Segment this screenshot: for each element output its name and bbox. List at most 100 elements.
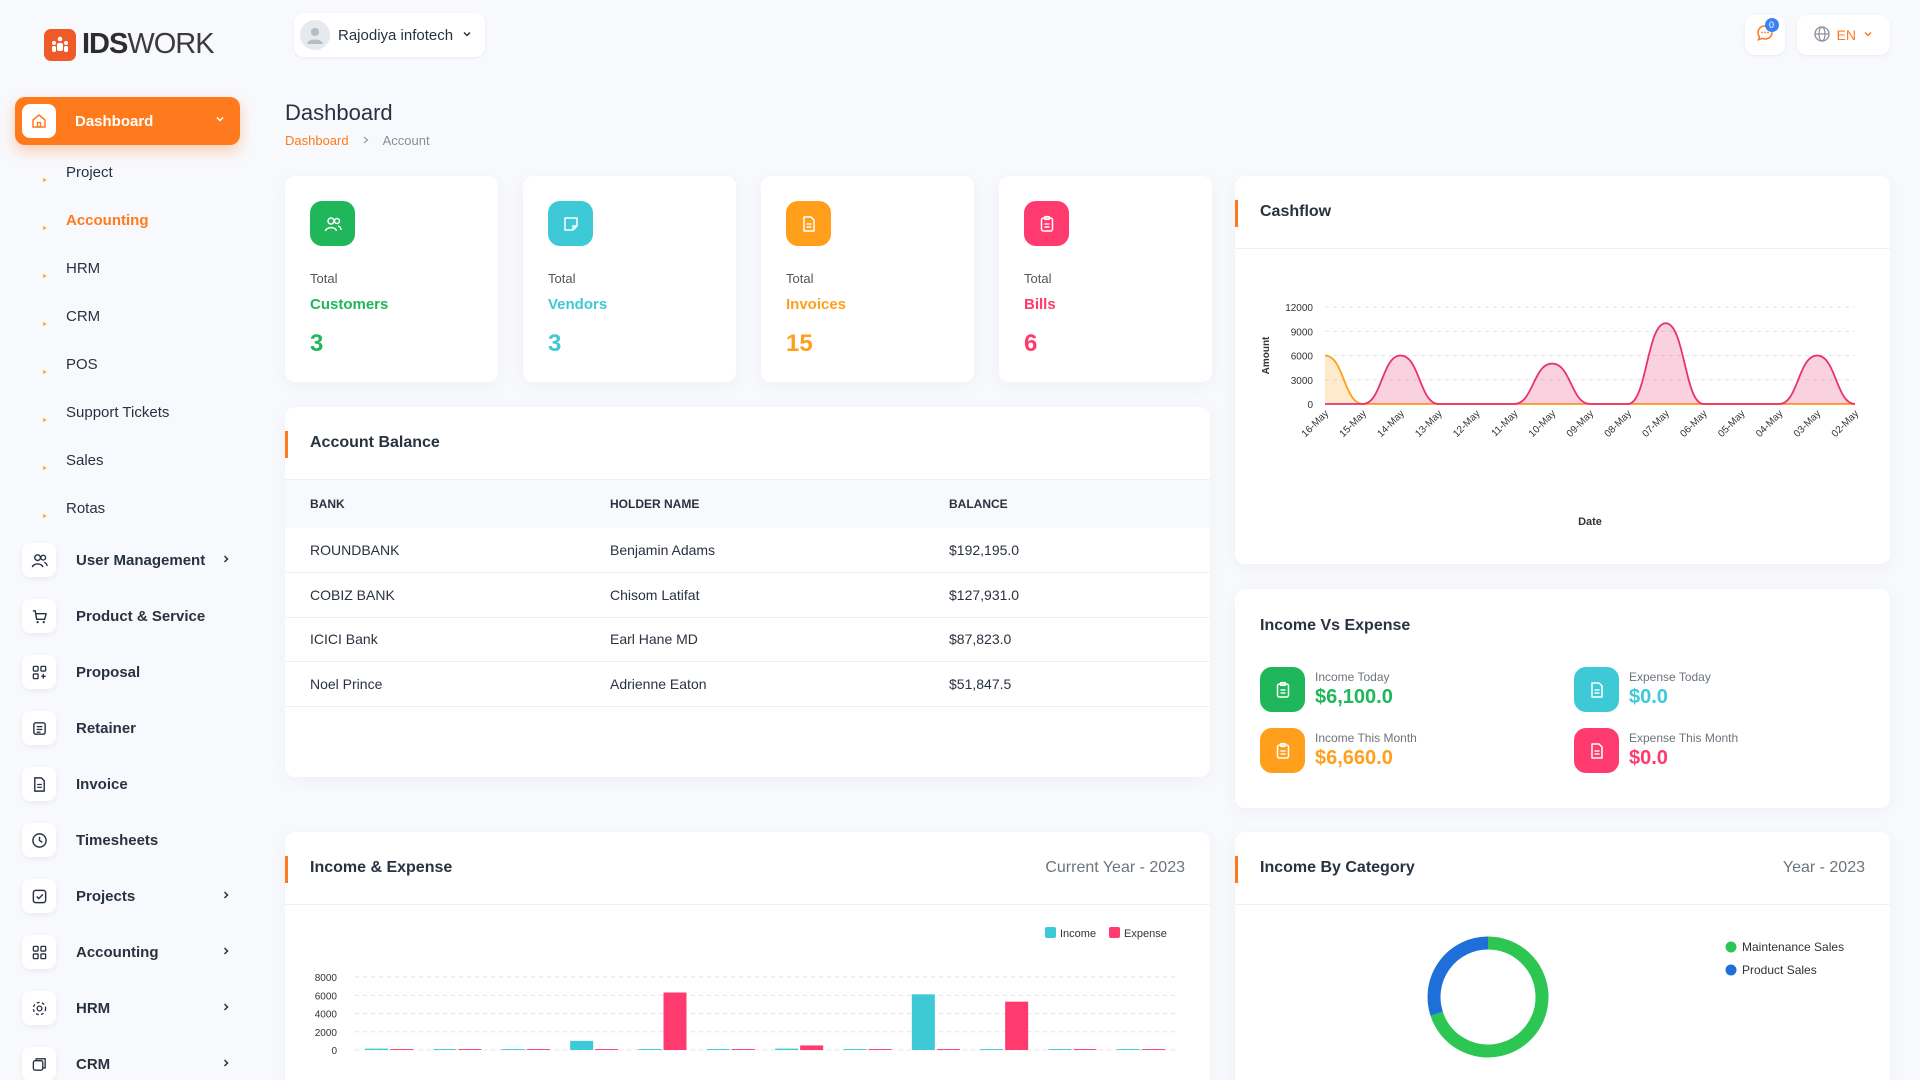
sidebar-item-label: Product & Service [76,607,206,625]
sidebar-item-timesheets[interactable]: Timesheets [22,823,232,857]
sidebar-item-label: Accounting [76,943,159,961]
sidebar-item-accounting[interactable]: Accounting [22,935,232,969]
legend-label[interactable]: Maintenance Sales [1742,940,1844,954]
bar-expense[interactable] [800,1045,824,1050]
column-header[interactable]: BANK [310,497,345,511]
bar-expense[interactable] [663,992,687,1050]
account-balance-card: Account Balance BANK HOLDER NAME BALANCE… [285,407,1210,777]
table-cell: Adrienne Eaton [585,661,924,707]
sidebar-item-label: Proposal [76,663,141,681]
bullet-icon [42,506,48,518]
bar-expense[interactable] [595,1049,619,1050]
sidebar-item-proposal[interactable]: Proposal [22,655,232,689]
y-tick-label: 8000 [315,973,338,984]
bar-income[interactable] [843,1049,867,1050]
sidebar-subitem-pos[interactable]: POS [42,356,98,374]
bar-expense[interactable] [458,1049,482,1050]
stat-card-bills[interactable]: Total Bills 6 [999,176,1212,382]
bullet-icon [42,218,48,230]
bar-expense[interactable] [526,1049,550,1050]
stat-name: Invoices [786,296,847,313]
bar-expense[interactable] [1141,1049,1165,1050]
legend-label[interactable]: Product Sales [1742,963,1817,977]
bar-income[interactable] [570,1040,594,1050]
card-title: Cashflow [1260,203,1332,220]
bar-expense[interactable] [1073,1049,1097,1050]
sidebar-subitem-accounting[interactable]: Accounting [42,212,149,230]
bar-expense[interactable] [936,1049,960,1050]
sidebar-item-retainer[interactable]: Retainer [22,711,232,745]
bar-expense[interactable] [390,1049,414,1050]
summary-label: Income Today [1315,670,1390,684]
sidebar-subitem-hrm[interactable]: HRM [42,260,100,278]
bar-income[interactable] [1048,1049,1072,1050]
chevron-down-icon [1862,27,1874,43]
breadcrumb-link-dashboard[interactable]: Dashboard [285,133,349,148]
user-name: Rajodiya infotech [338,26,454,44]
sidebar-item-label: CRM [76,1055,111,1073]
area-fill-series-1 [1325,323,1855,404]
legend-label[interactable]: Income [1060,928,1096,940]
donut-slice-product-sales[interactable] [1427,936,1489,1016]
legend-label[interactable]: Expense [1124,928,1167,940]
bar-income[interactable] [911,994,935,1050]
table-cell: $127,931.0 [924,572,1210,618]
users-icon [22,543,56,577]
y-tick-label: 6000 [315,991,338,1002]
legend-swatch [1725,964,1737,976]
bar-income[interactable] [365,1048,389,1050]
sidebar-item-invoice[interactable]: Invoice [22,767,232,801]
column-header[interactable]: BALANCE [949,497,1008,511]
sidebar-item-dashboard[interactable]: Dashboard [15,97,240,145]
column-header[interactable]: HOLDER NAME [610,497,700,511]
sidebar-subitem-crm[interactable]: CRM [42,308,101,326]
avatar [300,20,330,50]
brand-logo[interactable]: IDSWORK [44,28,215,61]
bar-income[interactable] [1116,1049,1140,1050]
table-cell: ICICI Bank [285,617,585,662]
summary-value: $6,660.0 [1315,747,1393,769]
bar-income[interactable] [433,1049,457,1050]
donut-slice-maintenance-sales[interactable] [1430,936,1549,1058]
sidebar-item-user-management[interactable]: User Management [22,543,232,577]
sidebar-item-hrm[interactable]: HRM [22,991,232,1025]
stat-card-vendors[interactable]: Total Vendors 3 [523,176,736,382]
sidebar-subitem-support-tickets[interactable]: Support Tickets [42,404,170,422]
table-cell: $51,847.5 [924,661,1210,707]
check-square-icon [22,879,56,913]
clock-icon [22,823,56,857]
bar-income[interactable] [980,1049,1004,1050]
brand-name-part1: IDS [82,28,128,60]
stat-card-customers[interactable]: Total Customers 3 [285,176,498,382]
bar-income[interactable] [501,1049,525,1050]
bar-income[interactable] [775,1048,799,1050]
line-series-1 [1325,322,1856,405]
bar-income[interactable] [638,1049,662,1050]
home-icon [22,104,56,138]
sidebar-subitem-label: CRM [66,308,101,325]
user-menu[interactable]: Rajodiya infotech [294,13,486,57]
x-tick-label: 07-May [1640,408,1671,439]
chevron-right-icon [220,1056,232,1073]
bar-expense[interactable] [1005,1001,1029,1050]
sidebar-subitem-project[interactable]: Project [42,164,113,182]
period-label: Year - 2023 [1782,859,1865,876]
sidebar-subitem-label: Support Tickets [66,404,170,421]
y-tick-label: 12000 [1285,303,1313,314]
x-tick-label: 02-May [1830,408,1861,439]
bar-income[interactable] [706,1049,730,1050]
sidebar-subitem-sales[interactable]: Sales [42,452,104,470]
sidebar-item-product-service[interactable]: Product & Service [22,599,232,633]
stat-card-invoices[interactable]: Total Invoices 15 [761,176,974,382]
sidebar-item-crm[interactable]: CRM [22,1047,232,1080]
clipboard-icon [1024,201,1069,246]
language-selector[interactable]: EN [1796,15,1890,55]
sidebar-subitem-rotas[interactable]: Rotas [42,500,105,518]
stat-name: Customers [310,296,389,313]
file-icon [1574,728,1619,773]
sidebar-item-projects[interactable]: Projects [22,879,232,913]
x-tick-label: 13-May [1413,408,1444,439]
bar-expense[interactable] [868,1049,892,1050]
bar-expense[interactable] [731,1049,755,1050]
messages-button[interactable]: 0 [1744,15,1785,55]
